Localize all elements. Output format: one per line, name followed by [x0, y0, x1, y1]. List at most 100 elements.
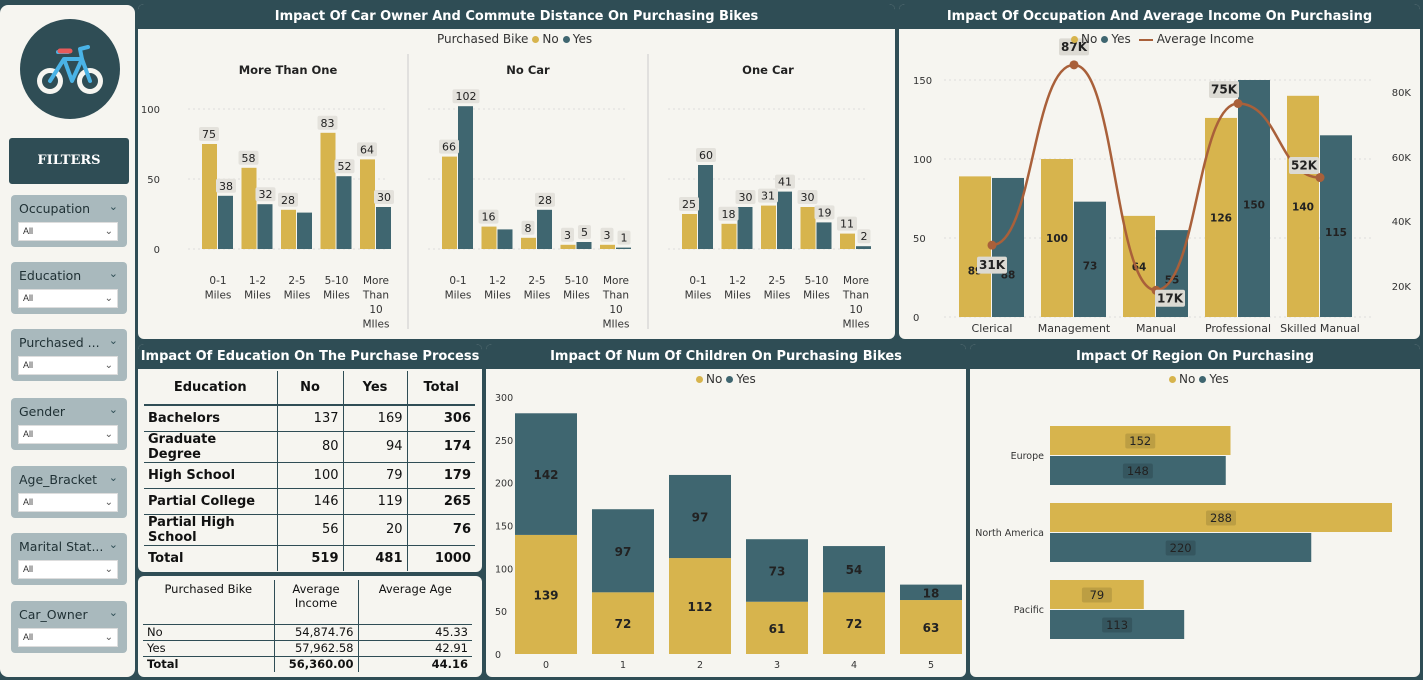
column-header[interactable]: Average Age — [358, 580, 472, 625]
table-row: Yes 57,962.58 42.91 — [143, 640, 472, 657]
income-point[interactable] — [1069, 60, 1079, 70]
column-header[interactable]: Average Income — [274, 580, 359, 625]
bar-no[interactable] — [202, 144, 217, 249]
x-tick-label: 0-1 — [449, 275, 466, 287]
bar-no[interactable] — [600, 244, 615, 249]
column-header[interactable]: Total — [407, 371, 475, 406]
bar-yes[interactable] — [336, 176, 352, 249]
bar-no[interactable] — [521, 237, 536, 249]
bar-yes[interactable] — [669, 474, 731, 559]
income-point[interactable] — [1233, 99, 1243, 108]
bar-no[interactable] — [746, 601, 808, 654]
bar-yes[interactable] — [1074, 201, 1106, 317]
bar-no[interactable] — [800, 207, 816, 249]
bar-no[interactable] — [721, 223, 737, 249]
chevron-down-icon[interactable]: ⌄ — [108, 404, 118, 416]
bar-no[interactable] — [1041, 159, 1073, 317]
slicer-education[interactable]: Education ⌄ All ⌄ — [11, 262, 127, 314]
bar-yes[interactable] — [698, 165, 713, 249]
bar-yes[interactable] — [1050, 610, 1185, 639]
bar-yes[interactable] — [823, 546, 885, 593]
data-label-yes-bg — [216, 178, 236, 193]
table-cell: 54,874.76 — [274, 624, 359, 641]
slicer-dropdown[interactable]: All ⌄ — [18, 356, 118, 375]
bar-yes[interactable] — [746, 539, 808, 602]
bar-no[interactable] — [360, 159, 375, 249]
bar-no[interactable] — [823, 592, 885, 654]
bar-yes[interactable] — [777, 191, 792, 249]
bar-yes[interactable] — [1050, 456, 1226, 485]
bar-yes[interactable] — [1050, 533, 1312, 562]
slicer-dropdown[interactable]: All ⌄ — [18, 425, 118, 444]
income-point[interactable] — [1315, 173, 1325, 183]
bar-no[interactable] — [682, 214, 697, 249]
column-header[interactable]: Yes — [343, 371, 408, 406]
bar-yes[interactable] — [592, 509, 654, 593]
chevron-down-icon[interactable]: ⌄ — [108, 201, 118, 213]
bar-yes[interactable] — [900, 584, 962, 601]
bar-no[interactable] — [1123, 215, 1155, 317]
income-point[interactable] — [987, 240, 997, 250]
bar-yes[interactable] — [1238, 80, 1270, 317]
column-header[interactable]: Purchased Bike — [143, 580, 275, 625]
slicer-age-bracket[interactable]: Age_Bracket ⌄ All ⌄ — [11, 466, 127, 518]
bar-yes[interactable] — [576, 242, 592, 249]
bar-no[interactable] — [281, 209, 296, 249]
bar-no[interactable] — [1205, 117, 1237, 317]
bar-yes[interactable] — [257, 204, 273, 249]
slicer-gender[interactable]: Gender ⌄ All ⌄ — [11, 398, 127, 450]
bar-no[interactable] — [900, 600, 962, 654]
bar-yes[interactable] — [376, 207, 391, 249]
bar-yes[interactable] — [458, 106, 473, 249]
data-label-yes: 1 — [621, 232, 628, 245]
chevron-down-icon[interactable]: ⌄ — [108, 335, 118, 347]
bar-yes[interactable] — [218, 195, 233, 249]
slicer-dropdown[interactable]: All ⌄ — [18, 493, 118, 512]
bar-no[interactable] — [515, 534, 577, 654]
bar-no[interactable] — [1050, 503, 1392, 532]
bar-no[interactable] — [560, 244, 576, 249]
bar-no[interactable] — [959, 176, 991, 317]
bar-yes[interactable] — [737, 207, 753, 249]
slicer-marital-stat-[interactable]: Marital Stat... ⌄ All ⌄ — [11, 533, 127, 585]
bar-no[interactable] — [592, 592, 654, 654]
data-label-no: 18 — [722, 208, 736, 221]
bar-yes[interactable] — [497, 229, 513, 249]
slicer-dropdown[interactable]: All ⌄ — [18, 560, 118, 579]
bar-no[interactable] — [241, 167, 257, 249]
slicer-dropdown[interactable]: All ⌄ — [18, 289, 118, 308]
bar-no[interactable] — [1050, 426, 1231, 455]
slicer-car-owner[interactable]: Car_Owner ⌄ All ⌄ — [11, 601, 127, 653]
bar-yes[interactable] — [1320, 135, 1352, 317]
bar-no[interactable] — [761, 205, 776, 249]
x-tick-label: 0-1 — [209, 275, 226, 287]
table-cell: Total — [144, 545, 278, 571]
slicer-dropdown[interactable]: All ⌄ — [18, 628, 118, 647]
chevron-down-icon[interactable]: ⌄ — [108, 268, 118, 280]
slicer-dropdown[interactable]: All ⌄ — [18, 222, 118, 241]
bar-no[interactable] — [669, 558, 731, 654]
column-header[interactable]: Education — [144, 371, 278, 406]
slicer-purchased-[interactable]: Purchased ... ⌄ All ⌄ — [11, 329, 127, 381]
bar-yes[interactable] — [297, 212, 312, 249]
chevron-down-icon[interactable]: ⌄ — [108, 539, 118, 551]
bar-yes[interactable] — [992, 177, 1024, 317]
bar-yes[interactable] — [616, 247, 631, 249]
filters-button[interactable]: FILTERS — [9, 138, 129, 184]
chevron-down-icon[interactable]: ⌄ — [108, 607, 118, 619]
table-cell: Bachelors — [144, 405, 278, 432]
bar-no[interactable] — [840, 233, 855, 249]
bar-no[interactable] — [481, 226, 497, 249]
bar-yes[interactable] — [856, 246, 871, 249]
bar-yes[interactable] — [515, 413, 577, 535]
legend-item: Yes — [736, 372, 756, 386]
column-header[interactable]: No — [277, 371, 344, 406]
bar-yes[interactable] — [816, 222, 832, 249]
bar-no[interactable] — [320, 132, 336, 249]
bar-no[interactable] — [1050, 580, 1144, 609]
slicer-occupation[interactable]: Occupation ⌄ All ⌄ — [11, 195, 127, 247]
bar-no[interactable] — [442, 156, 457, 249]
bar-yes[interactable] — [537, 209, 552, 249]
bar-no[interactable] — [1287, 95, 1319, 317]
chevron-down-icon[interactable]: ⌄ — [108, 472, 118, 484]
